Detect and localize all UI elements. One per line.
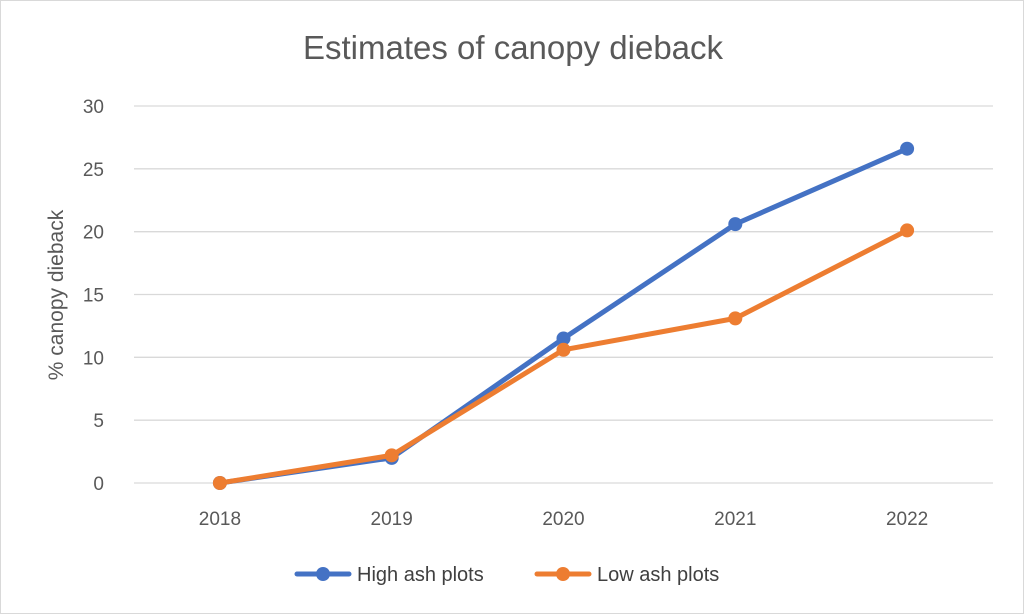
legend-swatch-marker	[316, 567, 330, 581]
series-line	[217, 146, 910, 486]
x-tick-label: 2020	[542, 509, 584, 530]
legend-label: High ash plots	[357, 564, 484, 586]
legend: High ash plots Low ash plots	[294, 564, 719, 586]
x-tick-label: 2021	[714, 509, 756, 530]
data-point	[212, 476, 227, 490]
legend-item-0: High ash plots	[294, 564, 484, 586]
chart-title: Estimates of canopy dieback	[303, 29, 724, 66]
data-point	[728, 311, 743, 326]
data-point	[728, 217, 743, 232]
y-tick-labels: 0 5 10 15 20 25 30	[83, 97, 104, 495]
data-point	[556, 342, 571, 357]
x-tick-label: 2019	[371, 509, 413, 530]
y-tick-label: 15	[83, 286, 104, 307]
legend-label: Low ash plots	[597, 564, 719, 586]
x-tick-label: 2022	[886, 509, 928, 530]
y-tick-label: 25	[83, 160, 104, 181]
y-tick-label: 30	[83, 97, 104, 118]
y-tick-label: 5	[93, 411, 104, 432]
gridlines	[134, 105, 993, 484]
data-point	[384, 448, 399, 463]
x-tick-labels: 2018 2019 2020 2021 2022	[199, 509, 928, 530]
x-tick-label: 2018	[199, 509, 241, 530]
data-point	[900, 141, 915, 156]
y-axis-label: % canopy dieback	[45, 209, 68, 380]
series-1	[212, 223, 915, 490]
y-tick-label: 10	[83, 348, 104, 369]
y-tick-label: 20	[83, 223, 104, 244]
series-lines	[212, 141, 915, 490]
data-point	[900, 223, 915, 238]
legend-swatch-marker	[556, 567, 570, 581]
data-point	[556, 331, 571, 346]
y-tick-label: 0	[93, 474, 104, 495]
legend-item-1: Low ash plots	[534, 564, 719, 586]
series-0	[212, 141, 915, 490]
